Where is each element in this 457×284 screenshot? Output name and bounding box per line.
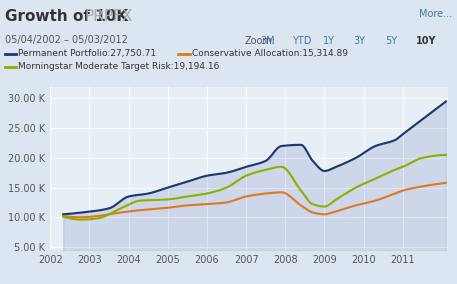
- Text: 1Y: 1Y: [323, 36, 335, 45]
- Text: 3M: 3M: [260, 36, 275, 45]
- Text: Zoom:: Zoom:: [244, 36, 276, 45]
- Text: 3Y: 3Y: [354, 36, 366, 45]
- Text: 05/04/2002 – 05/03/2012: 05/04/2002 – 05/03/2012: [5, 36, 128, 45]
- Text: Growth of 10K: Growth of 10K: [5, 9, 128, 24]
- Text: Morningstar Moderate Target Risk:19,194.16: Morningstar Moderate Target Risk:19,194.…: [18, 62, 220, 71]
- Text: Permanent Portfolio:27,750.71: Permanent Portfolio:27,750.71: [18, 49, 156, 58]
- Text: More...: More...: [420, 9, 452, 18]
- Text: YTD: YTD: [292, 36, 311, 45]
- Text: 10Y: 10Y: [416, 36, 436, 45]
- Text: Conservative Allocation:15,314.89: Conservative Allocation:15,314.89: [192, 49, 348, 58]
- Text: 5Y: 5Y: [385, 36, 397, 45]
- Text: PRPFX: PRPFX: [85, 9, 133, 24]
